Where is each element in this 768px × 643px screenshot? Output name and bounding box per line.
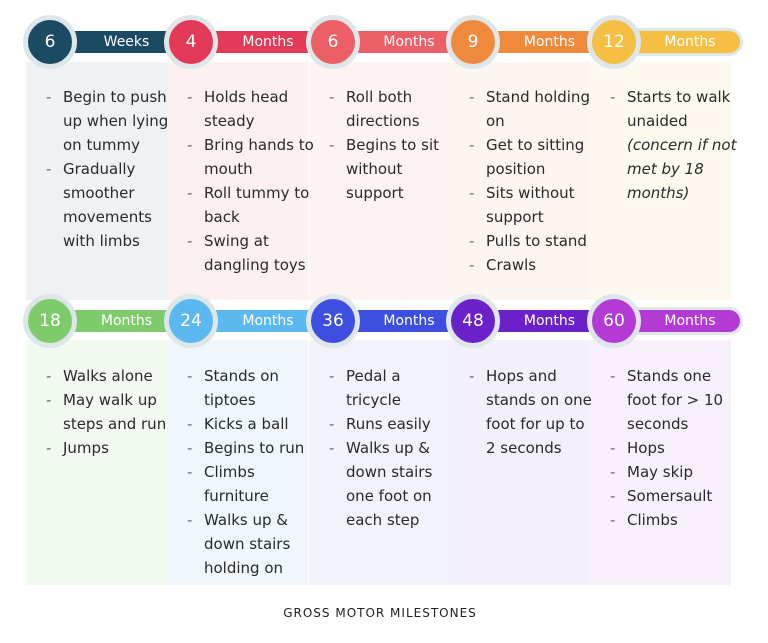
milestone-unit-bar: Months bbox=[333, 31, 459, 53]
milestone-item: Stands one foot for > 10 seconds bbox=[610, 364, 737, 436]
milestone-unit-bar: Months bbox=[614, 31, 740, 53]
milestone-item: Starts to walk unaided bbox=[610, 85, 737, 133]
milestone-item: Somersault bbox=[610, 484, 737, 508]
milestone-item: May skip bbox=[610, 460, 737, 484]
milestone-list: Hops and stands on one foot for up to 2 … bbox=[469, 364, 602, 460]
milestone-unit-bar: Months bbox=[473, 310, 600, 332]
milestone-note: (concern if not met by 18 months) bbox=[627, 136, 737, 202]
milestone-list: Holds head steadyBring hands to mouthRol… bbox=[187, 85, 320, 277]
milestone-age-circle: 4 bbox=[164, 15, 218, 69]
milestone-item: Stands on tiptoes bbox=[187, 364, 314, 412]
milestone-item: Hops bbox=[610, 436, 737, 460]
milestone-age-circle: 6 bbox=[306, 15, 360, 69]
milestone-item: Get to sitting position bbox=[469, 133, 596, 181]
milestone-item: Crawls bbox=[469, 253, 596, 277]
milestone-list: Begin to push up when lying on tummyGrad… bbox=[46, 85, 179, 253]
milestone-item: Climbs bbox=[610, 508, 737, 532]
milestone-list: Pedal a tricycleRuns easilyWalks up & do… bbox=[329, 364, 462, 532]
milestone-item: Walks alone bbox=[46, 364, 173, 388]
milestone-list: Starts to walk unaided(concern if not me… bbox=[610, 85, 743, 205]
milestone-age-circle: 60 bbox=[587, 294, 641, 348]
milestone-list: Stands one foot for > 10 secondsHopsMay … bbox=[610, 364, 743, 532]
milestone-item: Gradually smoother movements with limbs bbox=[46, 157, 173, 253]
milestone-item: Hops and stands on one foot for up to 2 … bbox=[469, 364, 596, 460]
milestone-list: Stands on tiptoesKicks a ballBegins to r… bbox=[187, 364, 320, 580]
milestone-unit-bar: Weeks bbox=[50, 31, 177, 53]
milestone-item: Holds head steady bbox=[187, 85, 314, 133]
milestone-age-circle: 12 bbox=[587, 15, 641, 69]
milestone-item: Stand holding on bbox=[469, 85, 596, 133]
milestone-list: Walks aloneMay walk up steps and runJump… bbox=[46, 364, 179, 460]
milestone-age-circle: 9 bbox=[446, 15, 500, 69]
milestone-item: Pedal a tricycle bbox=[329, 364, 456, 412]
milestone-age-circle: 6 bbox=[23, 15, 77, 69]
milestone-item: Walks up & down stairs one foot on each … bbox=[329, 436, 456, 532]
milestone-item: May walk up steps and run bbox=[46, 388, 173, 436]
milestone-unit-bar: Months bbox=[50, 310, 177, 332]
milestone-age-circle: 48 bbox=[446, 294, 500, 348]
milestone-unit-bar: Months bbox=[191, 31, 319, 53]
milestone-unit-bar: Months bbox=[191, 310, 319, 332]
diagram-title: GROSS MOTOR MILESTONES bbox=[283, 606, 477, 620]
milestone-item: Pulls to stand bbox=[469, 229, 596, 253]
milestone-item: Roll both directions bbox=[329, 85, 456, 133]
milestone-unit-bar: Months bbox=[333, 310, 459, 332]
milestone-unit-bar: Months bbox=[614, 310, 740, 332]
milestone-item: Begins to run bbox=[187, 436, 314, 460]
milestone-age-circle: 24 bbox=[164, 294, 218, 348]
milestone-list: Roll both directionsBegins to sit withou… bbox=[329, 85, 462, 205]
milestone-item: Roll tummy to back bbox=[187, 181, 314, 229]
milestone-unit-bar: Months bbox=[473, 31, 600, 53]
milestone-item: Begin to push up when lying on tummy bbox=[46, 85, 173, 157]
milestone-age-circle: 18 bbox=[23, 294, 77, 348]
milestone-item: Runs easily bbox=[329, 412, 456, 436]
milestone-list: Stand holding onGet to sitting positionS… bbox=[469, 85, 602, 277]
milestone-item: Kicks a ball bbox=[187, 412, 314, 436]
milestone-item: Sits without support bbox=[469, 181, 596, 229]
milestone-item: Swing at dangling toys bbox=[187, 229, 314, 277]
milestone-item: Jumps bbox=[46, 436, 173, 460]
milestone-item: Walks up & down stairs holding on bbox=[187, 508, 314, 580]
milestone-item: Bring hands to mouth bbox=[187, 133, 314, 181]
milestone-item: Begins to sit without support bbox=[329, 133, 456, 205]
milestone-age-circle: 36 bbox=[306, 294, 360, 348]
milestone-item: Climbs furniture bbox=[187, 460, 314, 508]
